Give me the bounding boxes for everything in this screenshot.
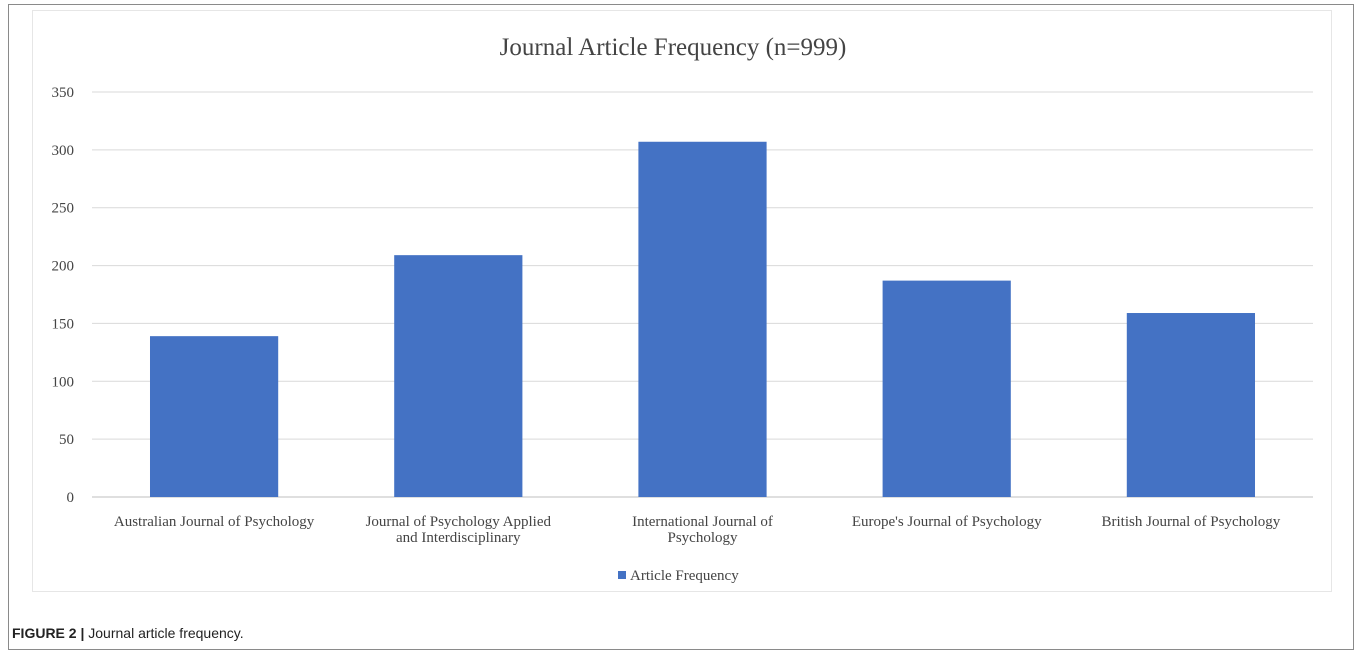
y-tick-label: 250 [52, 201, 75, 217]
chart-area [32, 10, 1332, 592]
y-tick-label: 50 [59, 432, 74, 448]
bar [149, 336, 279, 497]
y-tick-label: 300 [52, 143, 75, 159]
x-tick-label: and Interdisciplinary [396, 530, 521, 546]
y-tick-label: 0 [67, 490, 75, 506]
figure-label: FIGURE 2 | [12, 625, 85, 641]
figure-caption-text: Journal article frequency. [84, 625, 244, 641]
legend-label: Article Frequency [630, 568, 739, 584]
bar [638, 141, 767, 497]
y-tick-label: 350 [52, 85, 75, 101]
figure-caption: FIGURE 2 | Journal article frequency. [12, 625, 244, 641]
x-tick-label: Journal of Psychology Applied [366, 514, 552, 530]
y-tick-label: 200 [52, 259, 75, 275]
x-tick-label: Europe's Journal of Psychology [852, 514, 1042, 530]
y-tick-label: 100 [52, 374, 75, 390]
legend-swatch [618, 571, 626, 579]
x-tick-label: International Journal of [632, 514, 773, 530]
bar [882, 280, 1011, 497]
bar-chart: Journal Article Frequency (n=999) 0 50 100 1… [52, 34, 1313, 584]
bar [1126, 313, 1256, 497]
x-tick-label: Psychology [667, 530, 738, 546]
chart-title: Journal Article Frequency (n=999) [500, 34, 847, 61]
x-tick-label: Australian Journal of Psychology [114, 514, 315, 530]
x-tick-label: British Journal of Psychology [1102, 514, 1281, 530]
y-tick-label: 150 [52, 316, 75, 332]
bar [394, 255, 523, 497]
